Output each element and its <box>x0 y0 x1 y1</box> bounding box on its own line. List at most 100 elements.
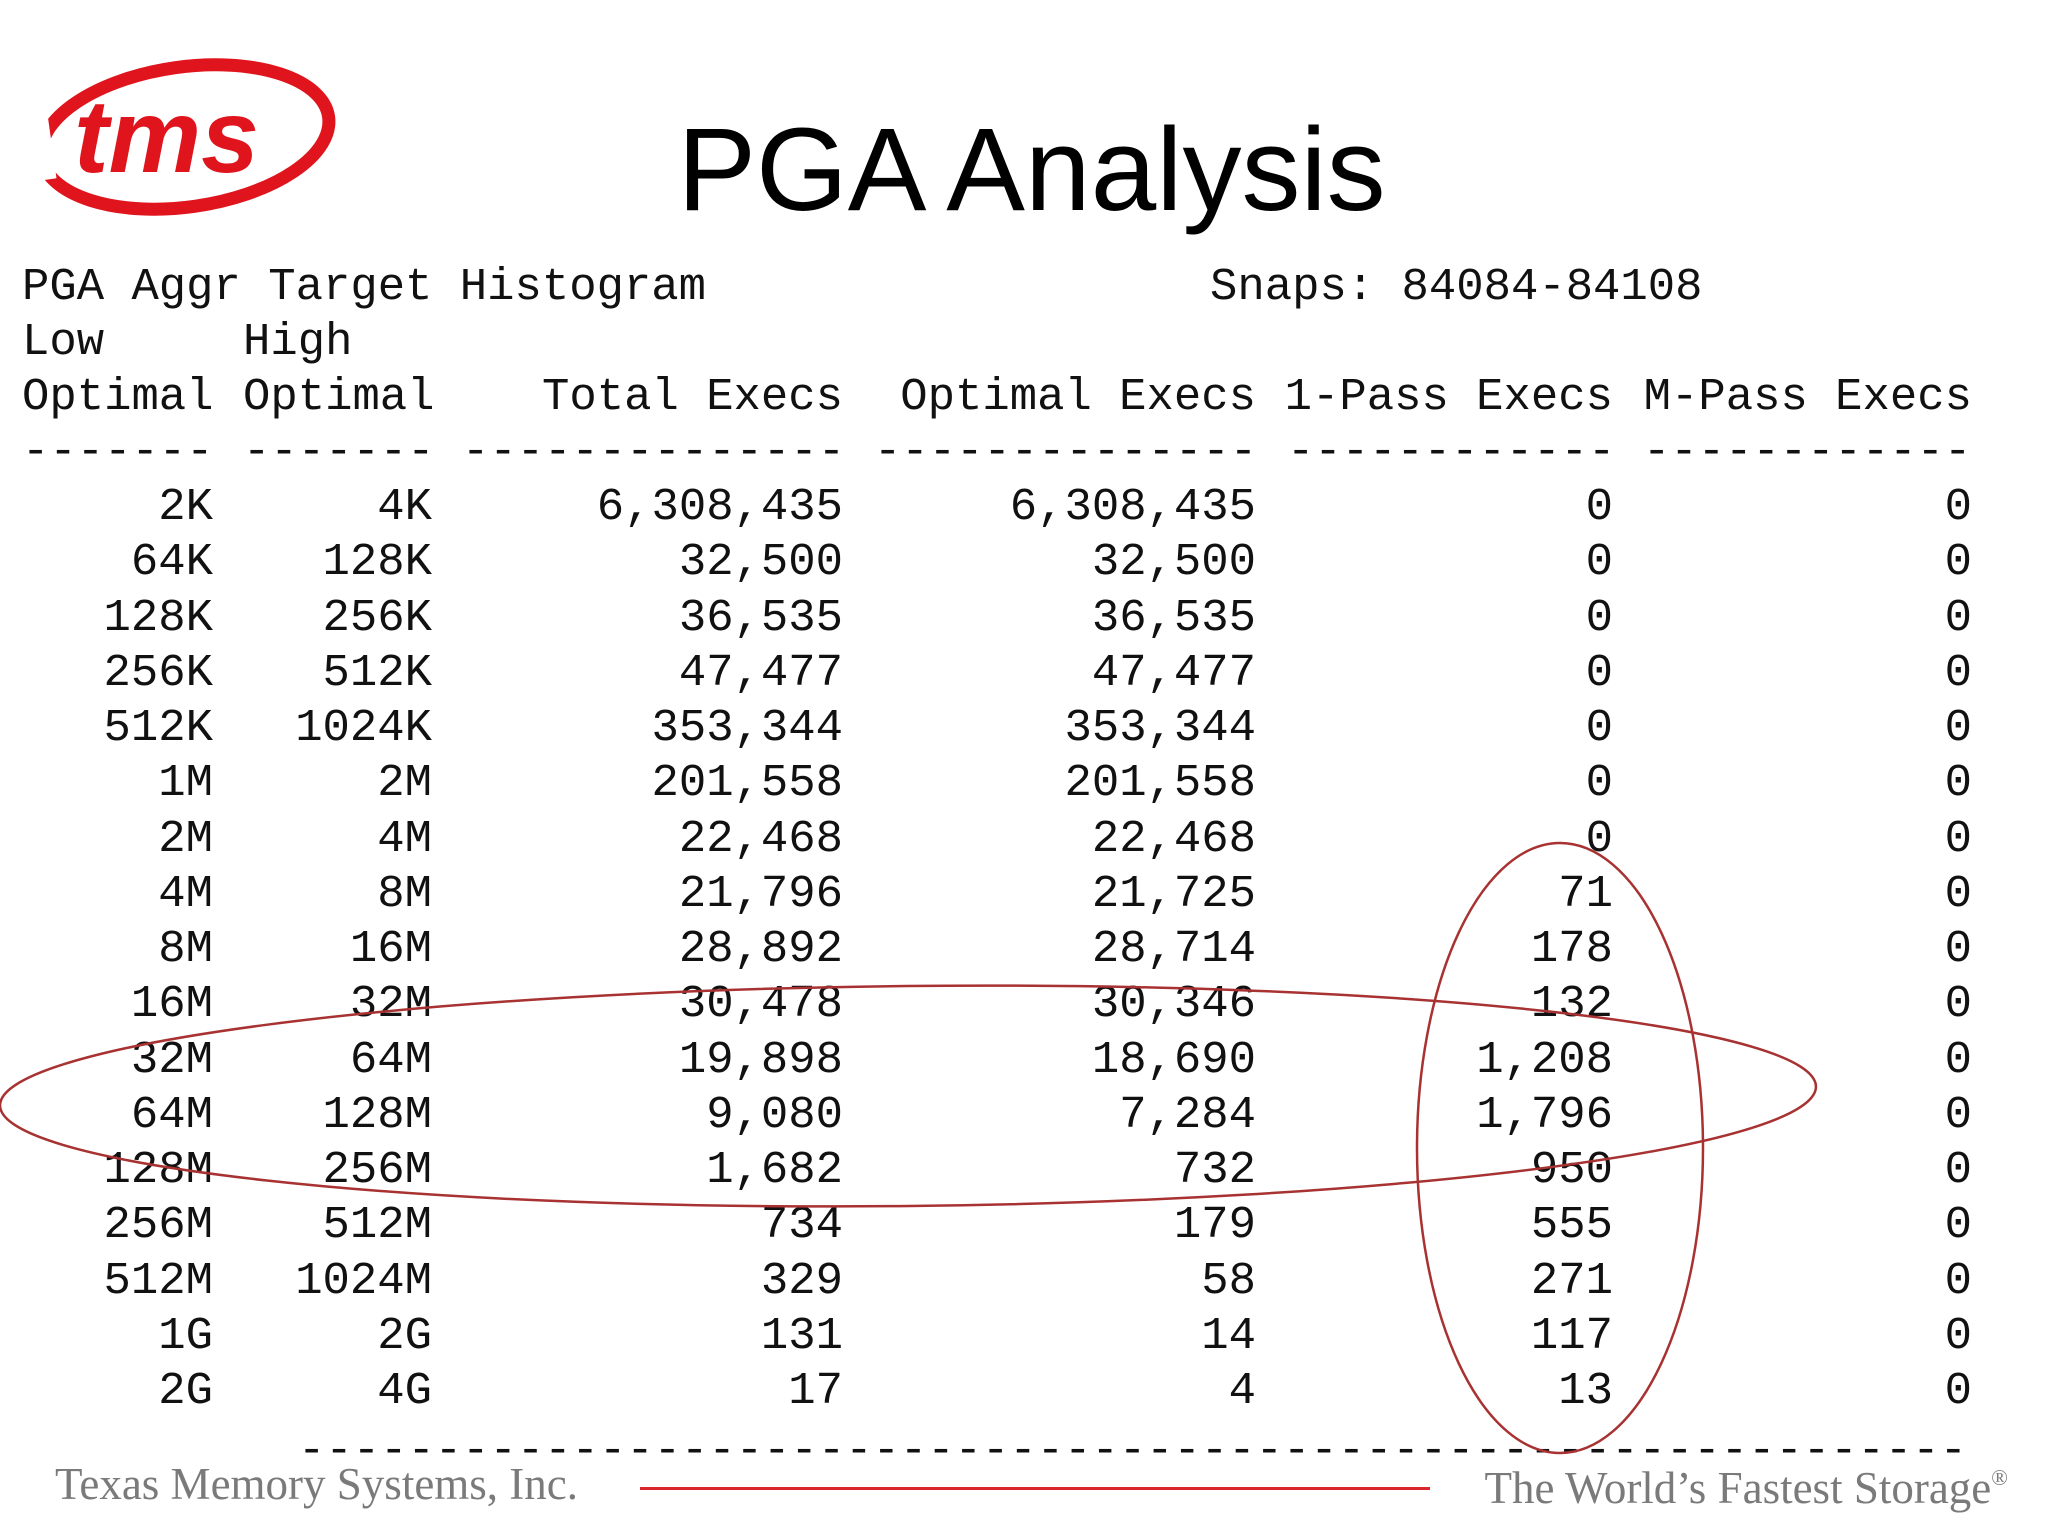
total-execs-cell: 36,535 <box>678 592 843 644</box>
snaps-range: Snaps: 84084-84108 <box>1210 261 1703 313</box>
high-optimal-cell: 64M <box>349 1034 432 1086</box>
total-execs-cell: 30,478 <box>678 978 843 1030</box>
high-optimal-cell: 128K <box>322 536 432 588</box>
tms-logo: tms <box>20 40 340 230</box>
optimal-execs-cell: 47,477 <box>1091 647 1256 699</box>
low-optimal-dashes: ------- <box>22 426 214 478</box>
total-execs-cell: 28,892 <box>678 923 843 975</box>
logo-text: tms <box>74 79 259 195</box>
low-optimal-cell: 128M <box>103 1144 213 1196</box>
m-pass-execs-cell: 0 <box>1944 1199 1972 1251</box>
high-optimal-cell: 2M <box>377 757 432 809</box>
tagline-text: The World’s Fastest Storage <box>1484 1463 1992 1513</box>
high-optimal-cell: 128M <box>322 1089 432 1141</box>
optimal-execs-cell: 58 <box>1201 1255 1256 1307</box>
low-optimal-cell: 32M <box>130 1034 213 1086</box>
optimal-execs-cell: 732 <box>1173 1144 1256 1196</box>
low-optimal-cell: 64M <box>130 1089 213 1141</box>
m-pass-execs-cell: 0 <box>1944 1034 1972 1086</box>
low-optimal-header-1: Low <box>22 316 105 368</box>
total-execs-cell: 6,308,435 <box>596 481 843 533</box>
optimal-execs-cell: 7,284 <box>1119 1089 1256 1141</box>
low-optimal-cell: 128K <box>103 592 213 644</box>
optimal-execs-cell: 14 <box>1201 1310 1256 1362</box>
m-pass-execs-cell: 0 <box>1944 702 1972 754</box>
low-optimal-cell: 256M <box>103 1199 213 1251</box>
m-pass-execs-cell: 0 <box>1944 757 1972 809</box>
one-pass-execs-cell: 0 <box>1585 757 1613 809</box>
m-pass-execs-cell: 0 <box>1944 647 1972 699</box>
high-optimal-cell: 512M <box>322 1199 432 1251</box>
registered-mark: ® <box>1991 1465 2008 1490</box>
total-execs-cell: 734 <box>760 1199 843 1251</box>
footer-divider <box>640 1487 1430 1490</box>
one-pass-execs-cell: 271 <box>1530 1255 1613 1307</box>
m-pass-execs-cell: 0 <box>1944 1365 1972 1417</box>
optimal-execs-cell: 179 <box>1173 1199 1256 1251</box>
low-optimal-cell: 4M <box>158 868 213 920</box>
low-optimal-cell: 512M <box>103 1255 213 1307</box>
total-execs-cell: 17 <box>788 1365 843 1417</box>
optimal-execs-cell: 36,535 <box>1091 592 1256 644</box>
low-optimal-cell: 8M <box>158 923 213 975</box>
high-optimal-cell: 4G <box>377 1365 432 1417</box>
total-execs-cell: 22,468 <box>678 813 843 865</box>
report-name: PGA Aggr Target Histogram <box>22 261 707 313</box>
optimal-execs-dashes: -------------- <box>874 426 1258 478</box>
one-pass-execs-cell: 0 <box>1585 536 1613 588</box>
total-execs-cell: 353,344 <box>651 702 843 754</box>
optimal-execs-cell: 353,344 <box>1064 702 1256 754</box>
footer-company: Texas Memory Systems, Inc. <box>55 1459 579 1509</box>
one-pass-execs-cell: 0 <box>1585 647 1613 699</box>
high-optimal-cell: 4M <box>377 813 432 865</box>
total-execs-cell: 47,477 <box>678 647 843 699</box>
high-optimal-cell: 4K <box>377 481 432 533</box>
optimal-execs-cell: 201,558 <box>1064 757 1256 809</box>
high-optimal-cell: 8M <box>377 868 432 920</box>
optimal-execs-cell: 30,346 <box>1091 978 1256 1030</box>
low-optimal-cell: 16M <box>130 978 213 1030</box>
m-pass-execs-cell: 0 <box>1944 1144 1972 1196</box>
m-pass-execs-cell: 0 <box>1944 813 1972 865</box>
m-pass-execs-cell: 0 <box>1944 978 1972 1030</box>
page-title: PGA Analysis <box>677 104 1386 236</box>
one-pass-execs-cell: 0 <box>1585 592 1613 644</box>
optimal-execs-cell: 21,725 <box>1091 868 1256 920</box>
one-pass-execs-cell: 71 <box>1558 868 1613 920</box>
low-optimal-cell: 2G <box>158 1365 213 1417</box>
total-execs-cell: 32,500 <box>678 536 843 588</box>
high-optimal-cell: 16M <box>349 923 432 975</box>
high-optimal-header-1: High <box>243 316 353 368</box>
one-pass-execs-cell: 950 <box>1530 1144 1613 1196</box>
high-optimal-cell: 256K <box>322 592 432 644</box>
optimal-execs-cell: 28,714 <box>1091 923 1256 975</box>
m-pass-execs-cell: 0 <box>1944 592 1972 644</box>
high-optimal-cell: 2G <box>377 1310 432 1362</box>
total-execs-header-2: Total Execs <box>542 371 843 423</box>
one-pass-execs-dashes: ------------ <box>1287 426 1616 478</box>
high-optimal-cell: 1024K <box>295 702 432 754</box>
one-pass-execs-cell: 0 <box>1585 702 1613 754</box>
total-execs-cell: 201,558 <box>651 757 843 809</box>
total-execs-cell: 329 <box>760 1255 843 1307</box>
footer-tagline: The World’s Fastest Storage® <box>1485 1462 2008 1514</box>
low-optimal-cell: 512K <box>103 702 213 754</box>
m-pass-execs-cell: 0 <box>1944 923 1972 975</box>
total-execs-cell: 131 <box>760 1310 843 1362</box>
one-pass-execs-cell: 13 <box>1558 1365 1613 1417</box>
high-optimal-cell: 512K <box>322 647 432 699</box>
total-execs-cell: 21,796 <box>678 868 843 920</box>
low-optimal-header-2: Optimal <box>22 371 214 423</box>
m-pass-execs-cell: 0 <box>1944 536 1972 588</box>
low-optimal-cell: 1G <box>158 1310 213 1362</box>
optimal-execs-cell: 22,468 <box>1091 813 1256 865</box>
optimal-execs-cell: 18,690 <box>1091 1034 1256 1086</box>
m-pass-execs-cell: 0 <box>1944 481 1972 533</box>
m-pass-execs-cell: 0 <box>1944 1255 1972 1307</box>
one-pass-execs-cell: 1,208 <box>1476 1034 1613 1086</box>
optimal-execs-cell: 4 <box>1228 1365 1256 1417</box>
high-optimal-header-2: Optimal <box>243 371 435 423</box>
m-pass-execs-cell: 0 <box>1944 868 1972 920</box>
high-optimal-cell: 32M <box>349 978 432 1030</box>
